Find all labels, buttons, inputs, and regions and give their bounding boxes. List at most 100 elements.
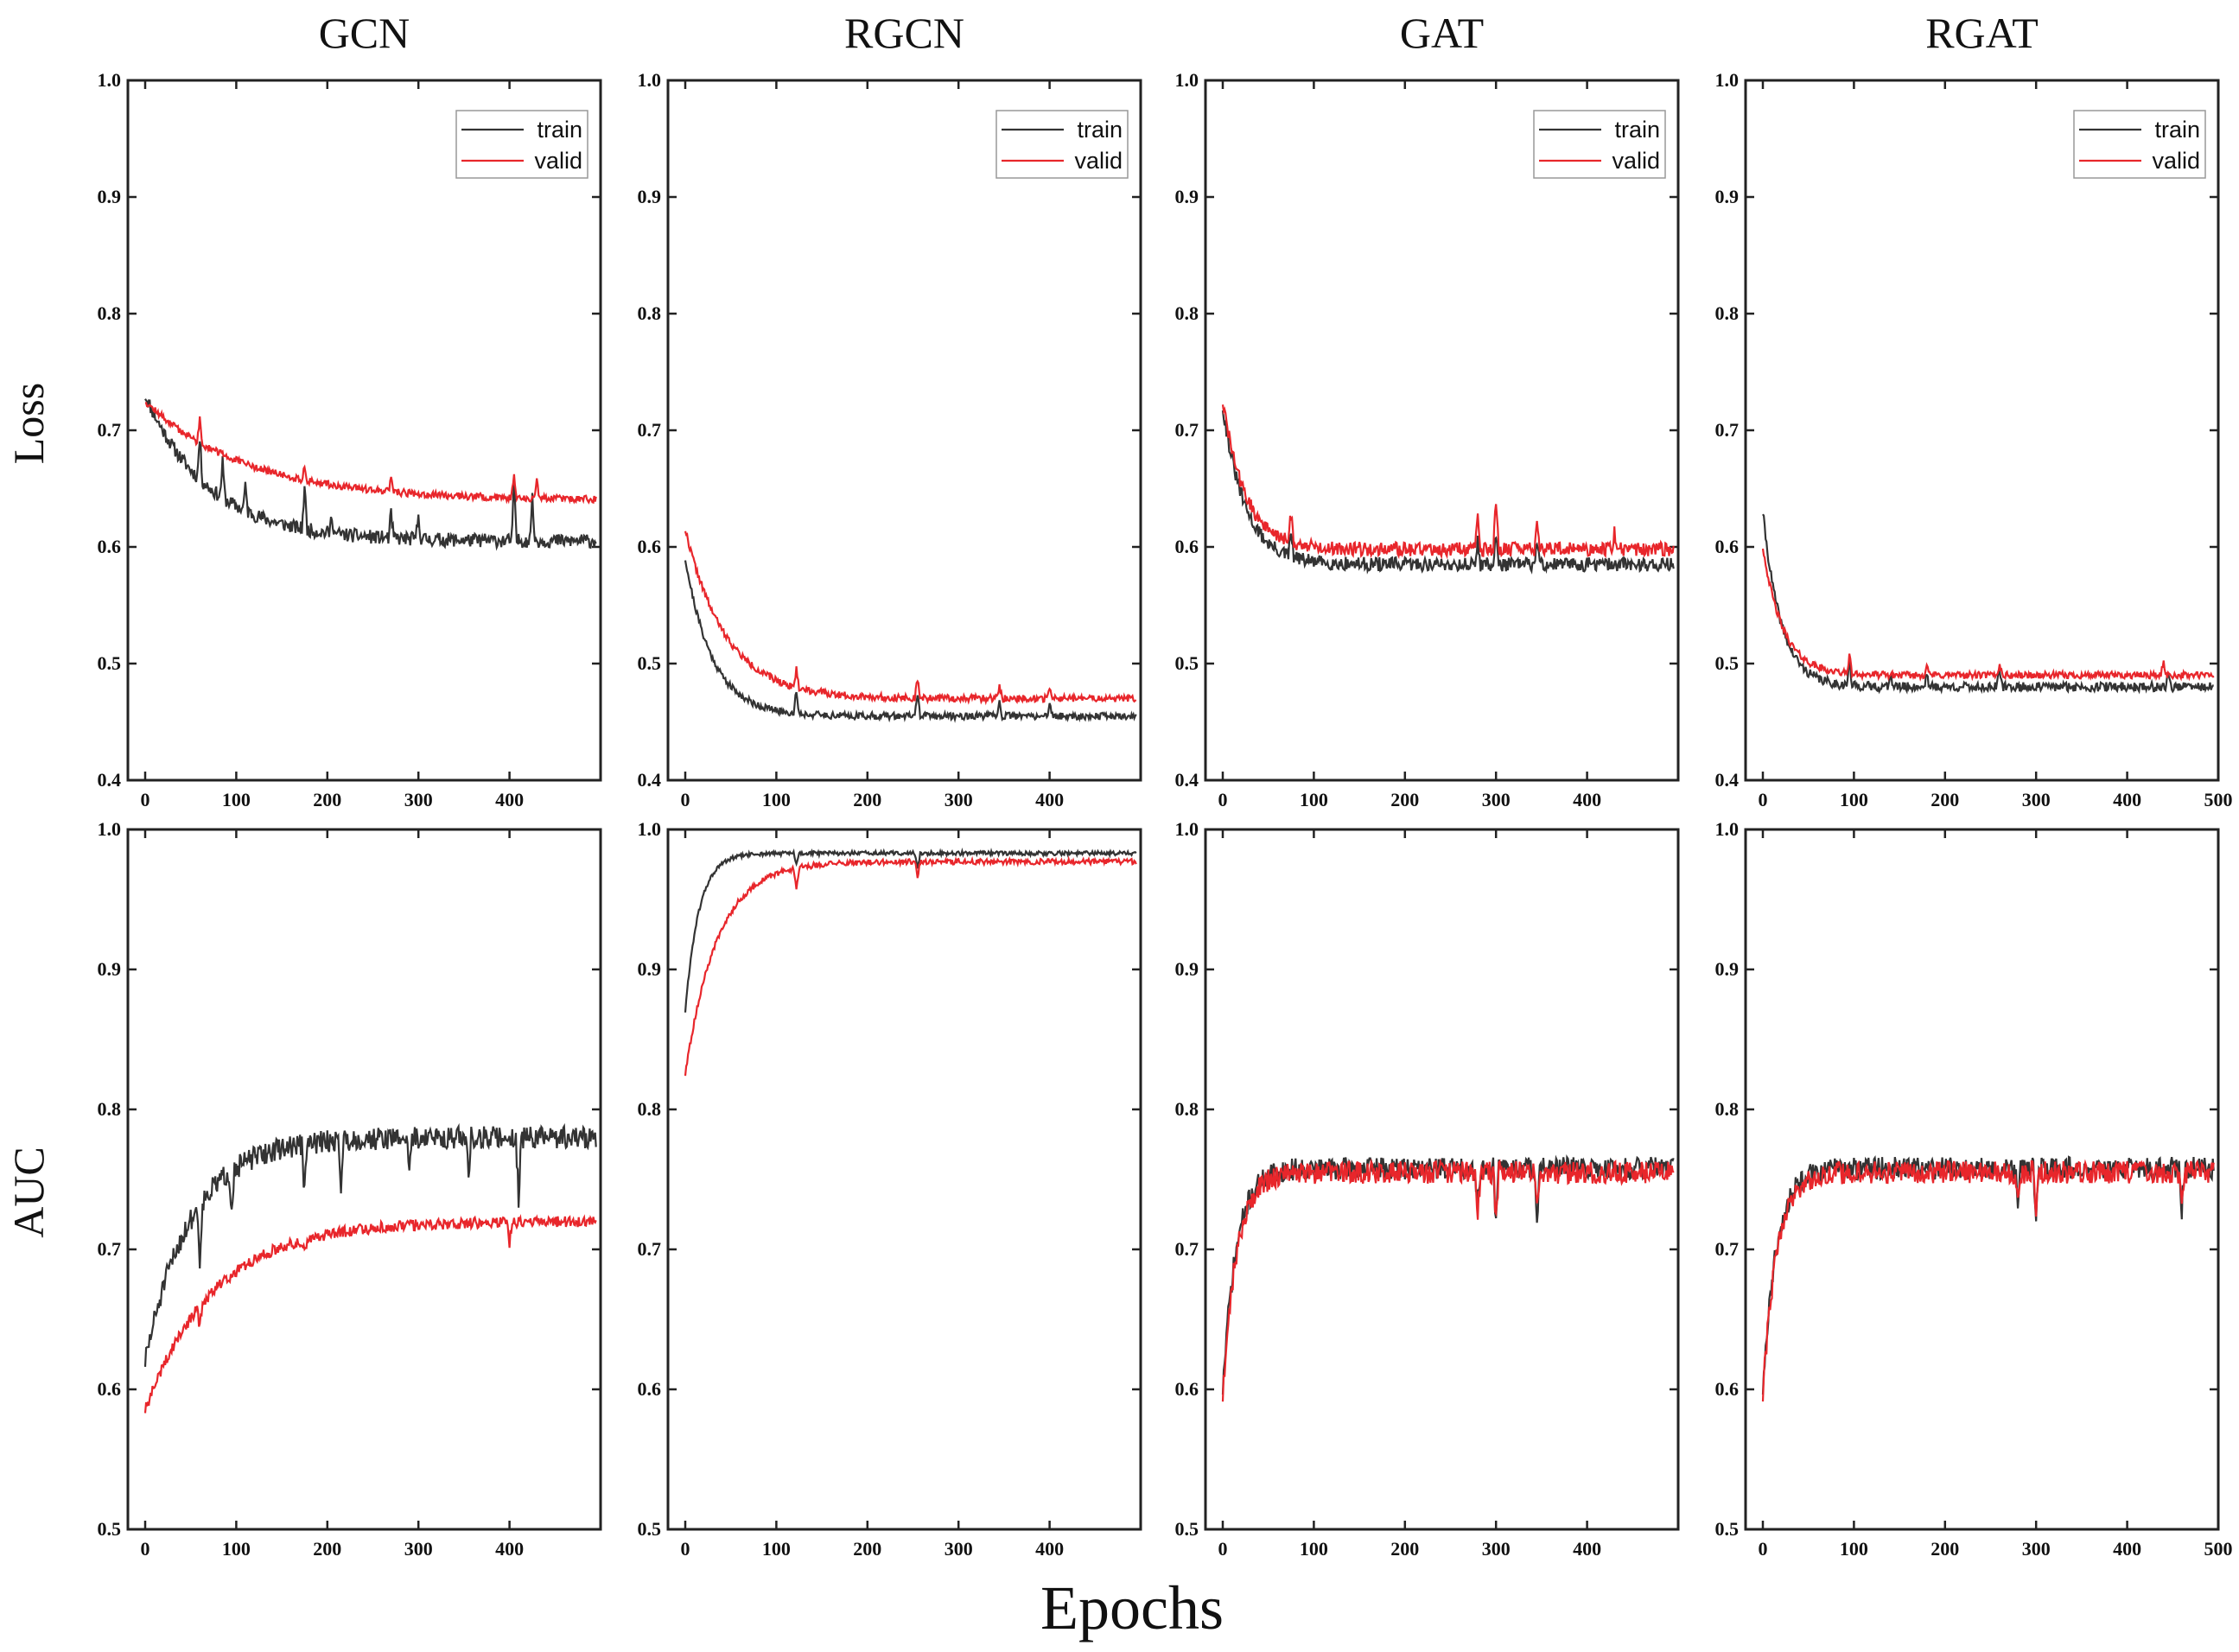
legend-box xyxy=(2073,110,2206,179)
y-tick-label: 0.8 xyxy=(1175,1098,1199,1120)
y-tick-label: 0.6 xyxy=(98,536,122,557)
x-tick-label: 100 xyxy=(1840,1538,1868,1560)
x-tick-label: 200 xyxy=(1931,1538,1959,1560)
series-line-valid xyxy=(1221,1158,1675,1402)
y-tick-label: 1.0 xyxy=(1715,818,1740,840)
x-tick-label: 400 xyxy=(2113,1538,2141,1560)
y-tick-label: 0.7 xyxy=(98,1238,122,1260)
x-tick-label: 100 xyxy=(222,789,251,810)
x-tick-label: 100 xyxy=(1300,789,1328,810)
y-tick-label: 0.5 xyxy=(638,652,662,674)
x-tick-label: 0 xyxy=(1218,789,1228,810)
y-tick-label: 0.5 xyxy=(98,1518,122,1540)
panel-auc-rgcn: 0.5 0.6 0.7 0.8 0.9 1.0 0 100 200 300 400 xyxy=(638,818,1142,1560)
y-tick-label: 1.0 xyxy=(1175,69,1199,91)
x-tick-label: 0 xyxy=(681,1538,690,1560)
x-tick-label: 200 xyxy=(1390,789,1419,810)
y-tick-label: 0.4 xyxy=(1715,769,1740,791)
series-line-train xyxy=(1221,410,1675,575)
panel-loss-gcn: 0.4 0.5 0.6 0.7 0.8 0.9 1.0 0 100 200 300 400 train v… xyxy=(98,69,602,810)
legend-label-train: train xyxy=(1077,117,1123,143)
legend-label-valid: valid xyxy=(534,148,582,174)
x-tick-label: 0 xyxy=(1759,789,1768,810)
y-tick-label: 0.6 xyxy=(1175,1378,1199,1400)
series-line-valid xyxy=(143,1214,597,1414)
x-tick-label: 100 xyxy=(222,1538,251,1560)
panel-loss-rgcn: 0.4 0.5 0.6 0.7 0.8 0.9 1.0 0 100 200 300 400 train v… xyxy=(638,69,1142,810)
series-line-train xyxy=(684,560,1137,723)
series-line-train xyxy=(1761,1154,2215,1395)
x-tick-label: 200 xyxy=(853,1538,881,1560)
column-title-gat: GAT xyxy=(1400,9,1484,57)
legend-label-train: train xyxy=(2154,117,2200,143)
y-tick-label: 0.4 xyxy=(638,769,662,791)
x-tick-label: 200 xyxy=(853,789,881,810)
legend: train valid xyxy=(455,110,588,179)
legend-label-valid: valid xyxy=(1074,148,1123,174)
y-tick-label: 0.8 xyxy=(638,302,662,324)
y-tick-label: 0.6 xyxy=(1175,536,1199,557)
x-tick-label: 200 xyxy=(313,789,341,810)
y-tick-label: 0.8 xyxy=(638,1098,662,1120)
series-line-train xyxy=(684,847,1137,1013)
column-title-gcn: GCN xyxy=(319,9,410,57)
y-tick-label: 0.9 xyxy=(1715,958,1740,980)
y-tick-label: 0.8 xyxy=(1715,1098,1740,1120)
panel-auc-gcn: 0.5 0.6 0.7 0.8 0.9 1.0 0 100 200 300 400 xyxy=(98,818,602,1560)
x-tick-label: 400 xyxy=(495,1538,524,1560)
plot-frame xyxy=(1204,828,1680,1531)
x-tick-label: 400 xyxy=(2113,789,2141,810)
y-tick-label: 0.9 xyxy=(638,186,662,207)
x-tick-label: 100 xyxy=(1300,1538,1328,1560)
x-tick-label: 300 xyxy=(2022,789,2051,810)
y-tick-label: 0.8 xyxy=(1175,302,1199,324)
legend-label-valid: valid xyxy=(2152,148,2200,174)
y-tick-label: 0.6 xyxy=(638,1378,662,1400)
column-title-rgat: RGAT xyxy=(1925,9,2039,57)
legend-label-train: train xyxy=(537,117,582,143)
x-tick-label: 400 xyxy=(1035,789,1064,810)
y-tick-label: 1.0 xyxy=(1715,69,1740,91)
series-line-train xyxy=(143,1122,597,1367)
x-tick-label: 100 xyxy=(1840,789,1868,810)
y-tick-label: 0.6 xyxy=(1715,1378,1740,1400)
x-tick-label: 300 xyxy=(2022,1538,2051,1560)
panel-auc-rgat: 0.5 0.6 0.7 0.8 0.9 1.0 0 100 200 300 400 500 xyxy=(1715,818,2233,1560)
x-tick-label: 0 xyxy=(681,789,690,810)
legend-label-valid: valid xyxy=(1612,148,1660,174)
x-tick-label: 200 xyxy=(1390,1538,1419,1560)
x-tick-label: 0 xyxy=(1218,1538,1228,1560)
plot-frame xyxy=(1204,79,1680,782)
plot-frame xyxy=(1744,828,2220,1531)
series-line-train xyxy=(1221,1153,1675,1395)
y-tick-label: 0.6 xyxy=(1715,536,1740,557)
y-tick-label: 1.0 xyxy=(638,69,662,91)
y-tick-label: 0.9 xyxy=(98,958,122,980)
y-tick-label: 0.5 xyxy=(1715,1518,1740,1540)
legend: train valid xyxy=(995,110,1129,179)
y-tick-label: 0.5 xyxy=(1175,1518,1199,1540)
y-tick-label: 1.0 xyxy=(98,69,122,91)
legend: train valid xyxy=(2073,110,2206,179)
x-tick-label: 100 xyxy=(762,789,791,810)
x-tick-label: 300 xyxy=(404,1538,433,1560)
x-tick-label: 100 xyxy=(762,1538,791,1560)
series-line-train xyxy=(1762,513,2214,695)
y-tick-label: 0.6 xyxy=(638,536,662,557)
y-tick-label: 0.9 xyxy=(1175,186,1199,207)
y-tick-label: 0.4 xyxy=(1175,769,1199,791)
y-tick-label: 0.5 xyxy=(638,1518,662,1540)
y-tick-label: 0.4 xyxy=(98,769,122,791)
y-tick-label: 0.7 xyxy=(1175,1238,1199,1260)
column-title-rgcn: RGCN xyxy=(844,9,964,57)
y-tick-label: 0.8 xyxy=(1715,302,1740,324)
x-tick-label: 400 xyxy=(1573,1538,1601,1560)
y-tick-label: 0.7 xyxy=(638,1238,662,1260)
y-tick-label: 0.7 xyxy=(1175,419,1199,441)
x-tick-label: 400 xyxy=(1035,1538,1064,1560)
series-line-train xyxy=(144,398,597,551)
row-label-loss: Loss xyxy=(4,383,53,464)
y-tick-label: 0.5 xyxy=(1715,652,1740,674)
y-tick-label: 1.0 xyxy=(98,818,122,840)
y-tick-label: 0.5 xyxy=(1175,652,1199,674)
